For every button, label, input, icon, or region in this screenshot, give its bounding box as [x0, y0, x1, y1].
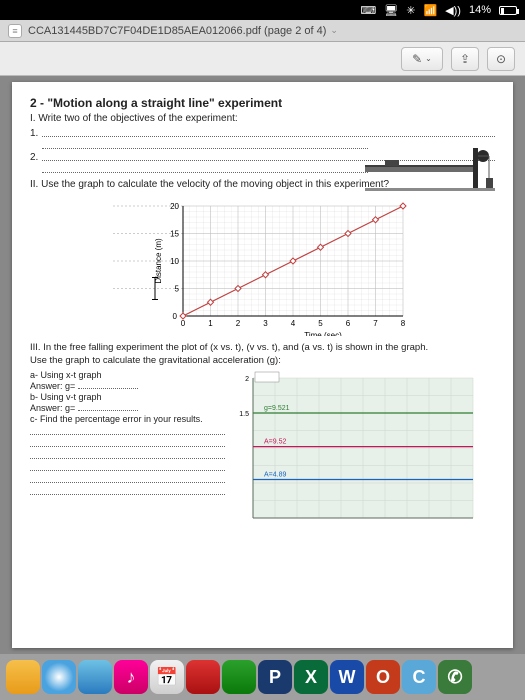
question-b: b- Using v-t graph [30, 392, 225, 402]
svg-text:4: 4 [290, 319, 295, 328]
part1-instruction: I. Write two of the objectives of the ex… [30, 113, 495, 124]
svg-text:5: 5 [318, 319, 323, 328]
keyboard-icon: ⌨ [360, 4, 376, 17]
dock-app[interactable]: P [258, 660, 292, 694]
part3: III. In the free falling experiment the … [30, 342, 495, 366]
dock-app[interactable]: ♪ [114, 660, 148, 694]
objective-number-1: 1. [30, 128, 42, 139]
dock-app[interactable]: W [330, 660, 364, 694]
blank-line [42, 139, 368, 149]
page-viewport: 2 - "Motion along a straight line" exper… [0, 76, 525, 654]
pencil-icon: ✎ [412, 52, 422, 66]
dock-app[interactable] [6, 660, 40, 694]
share-icon: ⇪ [460, 52, 470, 66]
blank-line [30, 461, 225, 471]
battery-icon [499, 6, 517, 15]
svg-text:10: 10 [170, 257, 179, 266]
bluetooth-icon: ✳ [406, 4, 415, 17]
wifi-icon: 📶 [423, 4, 437, 17]
annotate-button[interactable]: ✎ ⌄ [401, 47, 443, 71]
window-titlebar: ≡ CCA131445BD7C7F04DE1D85AEA012066.pdf (… [0, 20, 525, 42]
part2-text: II. Use the graph to calculate the veloc… [30, 179, 389, 190]
blank-line [30, 425, 225, 435]
answer-b: Answer: g= [30, 403, 78, 413]
dock-app[interactable]: O [366, 660, 400, 694]
dock-app[interactable]: 📅 [150, 660, 184, 694]
svg-text:A=4.89: A=4.89 [264, 472, 286, 479]
status-bar: ⌨ 🖥 ✳ 📶 ◀)) 14% [0, 0, 525, 20]
section-title: 2 - "Motion along a straight line" exper… [30, 96, 495, 110]
search-icon: ⊙ [496, 52, 506, 66]
svg-text:2: 2 [245, 376, 249, 383]
chevron-down-icon[interactable]: ⌄ [330, 25, 338, 36]
pdf-page: 2 - "Motion along a straight line" exper… [12, 82, 513, 648]
blank-line [30, 473, 225, 483]
dock-app[interactable] [42, 660, 76, 694]
apparatus-diagram [365, 148, 495, 196]
velocity-chart: 0 1 2 3 4 5 6 7 8 0 5 10 15 20 Time (sec) Distance (m) [113, 196, 413, 336]
dock-app[interactable] [222, 660, 256, 694]
svg-text:Distance (m): Distance (m) [154, 238, 163, 284]
svg-text:6: 6 [345, 319, 350, 328]
share-button[interactable]: ⇪ [451, 47, 479, 71]
part3-line2: Use the graph to calculate the gravitati… [30, 355, 495, 366]
objective-number-2: 2. [30, 152, 42, 163]
blank-line [42, 163, 368, 173]
toolbar: ✎ ⌄ ⇪ ⊙ [0, 42, 525, 76]
question-c: c- Find the percentage error in your res… [30, 414, 225, 424]
svg-text:1: 1 [208, 319, 213, 328]
search-button[interactable]: ⊙ [487, 47, 515, 71]
blank-line [42, 127, 495, 137]
display-icon: 🖥 [384, 4, 398, 17]
dock-app[interactable]: X [294, 660, 328, 694]
svg-text:7: 7 [373, 319, 378, 328]
svg-text:0: 0 [172, 312, 177, 321]
svg-text:15: 15 [170, 230, 179, 239]
dock-app[interactable]: ✆ [438, 660, 472, 694]
blank-line [30, 449, 225, 459]
answer-a: Answer: g= [30, 381, 78, 391]
dock-app[interactable]: C [402, 660, 436, 694]
blank-line [30, 485, 225, 495]
svg-text:1.5: 1.5 [240, 411, 250, 418]
dock-app[interactable] [186, 660, 220, 694]
blank-line [30, 437, 225, 447]
svg-text:8: 8 [400, 319, 405, 328]
question-column: a- Using x-t graph Answer: g= b- Using v… [30, 370, 225, 530]
svg-text:2: 2 [235, 319, 240, 328]
svg-text:0: 0 [180, 319, 185, 328]
window-title: CCA131445BD7C7F04DE1D85AEA012066.pdf (pa… [28, 25, 326, 37]
part3-line1: III. In the free falling experiment the … [30, 342, 495, 353]
dock-app[interactable] [78, 660, 112, 694]
volume-icon: ◀)) [445, 4, 461, 17]
chevron-down-icon[interactable]: ⌄ [425, 54, 432, 63]
free-fall-chart: 2 1.5 g=9.521 A=9.52 A=4.89 [231, 370, 495, 530]
dock: ♪📅 PXWOC✆ [0, 654, 525, 700]
doc-icon: ≡ [8, 24, 22, 38]
svg-text:3: 3 [263, 319, 268, 328]
svg-text:Time (sec): Time (sec) [304, 331, 342, 336]
svg-text:20: 20 [170, 202, 179, 211]
svg-text:5: 5 [174, 285, 179, 294]
question-a: a- Using x-t graph [30, 370, 225, 380]
battery-percent: 14% [469, 4, 491, 16]
svg-text:g=9.521: g=9.521 [264, 405, 290, 412]
svg-text:A=9.52: A=9.52 [264, 439, 286, 446]
